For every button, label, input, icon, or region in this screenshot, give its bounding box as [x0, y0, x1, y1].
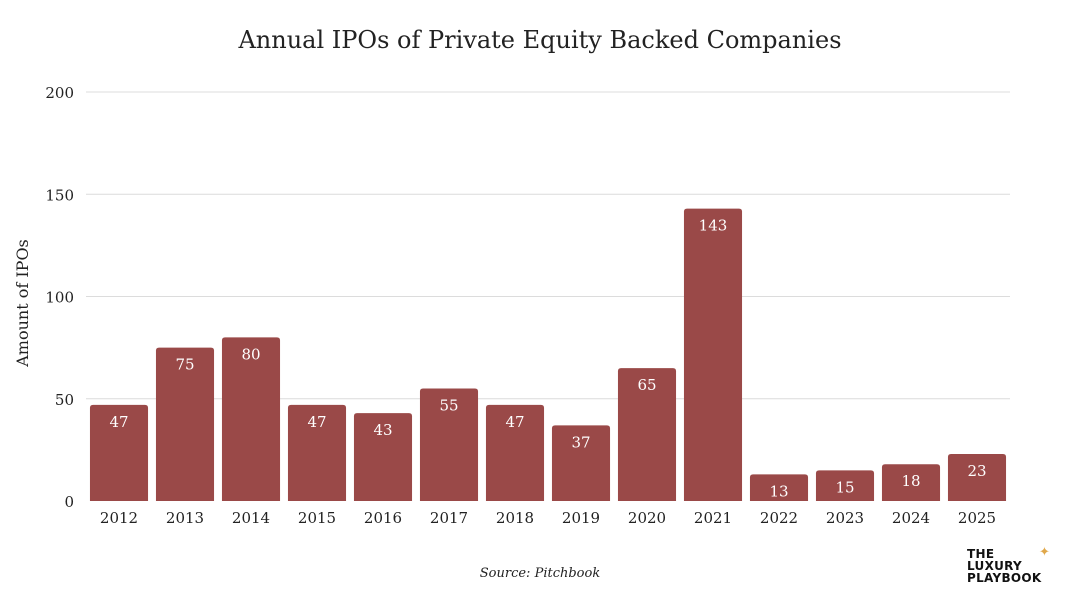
data-label-2015: 47	[307, 413, 326, 431]
x-tick-label: 2020	[628, 509, 666, 527]
x-tick-label: 2015	[298, 509, 336, 527]
y-tick-label: 0	[64, 493, 74, 511]
bar-2020	[617, 368, 677, 501]
y-axis-ticks: 0 50 100 150 200	[45, 84, 74, 511]
data-label-2019: 37	[571, 433, 590, 451]
x-tick-label: 2012	[100, 509, 138, 527]
bar-2014	[221, 337, 281, 501]
x-tick-label: 2021	[694, 509, 732, 527]
data-label-2014: 80	[241, 345, 260, 363]
x-tick-label: 2022	[760, 509, 798, 527]
source-note: Source: Pitchbook	[479, 566, 601, 581]
chart-title: Annual IPOs of Private Equity Backed Com…	[238, 26, 842, 54]
bar-2018	[485, 404, 545, 501]
bar-2024	[881, 464, 941, 501]
x-tick-label: 2023	[826, 509, 864, 527]
bars	[89, 208, 1007, 501]
data-label-2017: 55	[439, 397, 458, 415]
y-tick-label: 50	[55, 391, 74, 409]
y-tick-label: 100	[45, 289, 74, 307]
bar-2013	[155, 347, 215, 501]
x-tick-label: 2025	[958, 509, 996, 527]
data-label-2013: 75	[175, 356, 194, 374]
data-label-2020: 65	[637, 376, 656, 394]
x-tick-label: 2016	[364, 509, 402, 527]
x-tick-label: 2018	[496, 509, 534, 527]
bar-2022	[749, 474, 809, 501]
sparkle-icon: ✦	[1039, 545, 1051, 560]
logo-line-3: PLAYBOOK	[967, 571, 1042, 585]
bar-2023	[815, 470, 875, 501]
x-tick-label: 2019	[562, 509, 600, 527]
bar-2025	[947, 453, 1007, 501]
data-label-2012: 47	[109, 413, 128, 431]
logo-line-2: LUXURY	[967, 559, 1023, 573]
x-tick-label: 2017	[430, 509, 468, 527]
data-label-2025: 23	[967, 462, 986, 480]
data-label-2024: 18	[901, 472, 920, 490]
bar-2015	[287, 404, 347, 501]
bar-2016	[353, 413, 413, 501]
data-label-2018: 47	[505, 413, 524, 431]
bar-2017	[419, 388, 479, 501]
x-axis-ticks: 2012 2013 2014 2015 2016 2017 2018 2019 2020 2021…	[100, 509, 996, 527]
x-tick-label: 2013	[166, 509, 204, 527]
data-label-2023: 15	[835, 478, 854, 496]
bar-2019	[551, 425, 611, 501]
x-tick-label: 2014	[232, 509, 270, 527]
data-label-2022: 13	[769, 482, 788, 500]
y-axis-label: Amount of IPOs	[13, 239, 32, 368]
data-label-2021: 143	[699, 217, 728, 235]
brand-logo: THE LUXURY PLAYBOOK ✦	[967, 545, 1067, 588]
x-tick-label: 2024	[892, 509, 930, 527]
data-labels: 47 75 80 47 43 55 47 37 65 143 13 15 18 23	[109, 217, 986, 501]
y-tick-label: 150	[45, 186, 74, 204]
data-label-2016: 43	[373, 421, 392, 439]
bar-2012	[89, 404, 149, 501]
bar-2021	[683, 208, 743, 501]
logo-line-1: THE	[967, 547, 995, 561]
y-tick-label: 200	[45, 84, 74, 102]
